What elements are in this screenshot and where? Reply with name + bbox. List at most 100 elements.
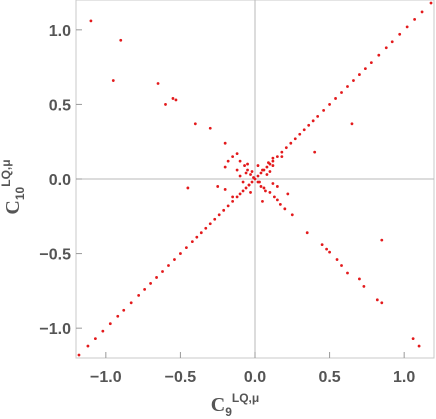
data-point xyxy=(216,185,220,188)
data-point xyxy=(223,141,227,145)
y-tick-label: −1.0 xyxy=(39,321,71,338)
data-point xyxy=(322,108,326,112)
data-point xyxy=(195,235,199,239)
data-point xyxy=(231,195,235,199)
data-point xyxy=(380,301,384,305)
data-point xyxy=(272,195,276,199)
data-point xyxy=(298,132,302,136)
data-point xyxy=(155,276,158,279)
data-point xyxy=(258,180,261,184)
data-point xyxy=(89,19,93,23)
data-point xyxy=(384,46,388,50)
data-point xyxy=(259,171,263,175)
data-point xyxy=(93,337,97,341)
data-point xyxy=(275,185,279,188)
data-point xyxy=(111,79,115,82)
y-axis-label-sup: LQ,μ xyxy=(0,159,13,186)
data-point xyxy=(290,213,294,217)
data-point xyxy=(278,202,282,206)
y-axis-label-sub: 10 xyxy=(13,186,27,200)
data-point xyxy=(223,188,227,191)
data-point xyxy=(268,170,272,173)
y-axis-label: C10LQ,μ xyxy=(0,159,27,214)
data-point xyxy=(246,168,249,172)
data-point xyxy=(167,264,170,267)
data-point xyxy=(334,97,337,100)
y-tick-label: −0.5 xyxy=(39,247,71,264)
data-point xyxy=(375,298,379,302)
data-point xyxy=(108,322,112,326)
data-point xyxy=(350,122,354,126)
data-point xyxy=(199,231,203,235)
data-point xyxy=(369,61,373,65)
data-point xyxy=(302,128,306,132)
y-tick-label: 0.0 xyxy=(49,172,71,189)
data-point xyxy=(267,161,270,164)
data-point xyxy=(305,231,309,235)
data-point xyxy=(247,183,251,187)
data-point xyxy=(346,85,349,88)
data-point xyxy=(101,329,105,333)
data-point xyxy=(143,287,147,291)
data-point xyxy=(293,137,297,141)
data-point xyxy=(275,155,279,159)
data-point xyxy=(280,155,284,159)
y-axis-label-main: C xyxy=(2,200,24,214)
data-point xyxy=(340,91,343,94)
data-point xyxy=(171,97,175,100)
data-point xyxy=(77,353,81,357)
data-point xyxy=(217,213,221,217)
data-point xyxy=(235,195,239,199)
data-point xyxy=(249,191,252,194)
data-point xyxy=(235,168,239,172)
data-point xyxy=(208,126,212,130)
data-point xyxy=(116,314,120,318)
data-point xyxy=(311,119,315,123)
data-points xyxy=(77,1,433,357)
x-tick-labels: −1.0 −0.5 0.0 0.5 1.0 xyxy=(90,369,415,386)
data-point xyxy=(346,271,349,275)
data-point xyxy=(213,217,217,221)
data-point xyxy=(208,222,212,226)
data-point xyxy=(328,250,331,254)
data-point xyxy=(161,270,164,273)
data-point xyxy=(275,198,279,202)
data-point xyxy=(241,180,245,184)
data-point xyxy=(137,293,141,297)
data-point xyxy=(280,150,284,154)
data-point xyxy=(358,277,361,281)
data-point xyxy=(284,146,288,150)
data-point xyxy=(173,258,176,261)
y-tick-labels: −1.0 −0.5 0.0 0.5 1.0 xyxy=(39,23,71,338)
data-point xyxy=(417,344,421,348)
data-point xyxy=(328,103,331,106)
data-point xyxy=(271,159,275,163)
data-point xyxy=(174,98,178,102)
x-axis-label-sub: 9 xyxy=(225,405,232,419)
data-point xyxy=(420,10,424,14)
data-point xyxy=(411,337,415,341)
x-tick-label: −1.0 xyxy=(90,369,122,386)
data-point xyxy=(307,123,311,127)
data-point xyxy=(265,173,269,176)
data-point xyxy=(238,174,242,178)
data-point xyxy=(271,164,275,167)
data-point xyxy=(156,82,160,85)
data-point xyxy=(186,186,190,190)
data-point xyxy=(261,199,264,203)
data-point xyxy=(377,53,381,57)
x-tick-label: 0.5 xyxy=(318,369,340,386)
data-point xyxy=(241,189,245,193)
data-point xyxy=(238,192,242,196)
x-axis-label-sup: LQ,μ xyxy=(232,391,259,405)
data-point xyxy=(398,32,402,36)
data-point xyxy=(363,67,367,71)
data-point xyxy=(313,150,317,154)
data-point xyxy=(226,204,230,208)
data-point xyxy=(193,122,197,126)
data-point xyxy=(231,199,235,203)
data-point xyxy=(390,40,394,44)
data-point xyxy=(119,38,123,42)
data-point xyxy=(264,189,267,193)
tick-marks xyxy=(76,29,405,358)
